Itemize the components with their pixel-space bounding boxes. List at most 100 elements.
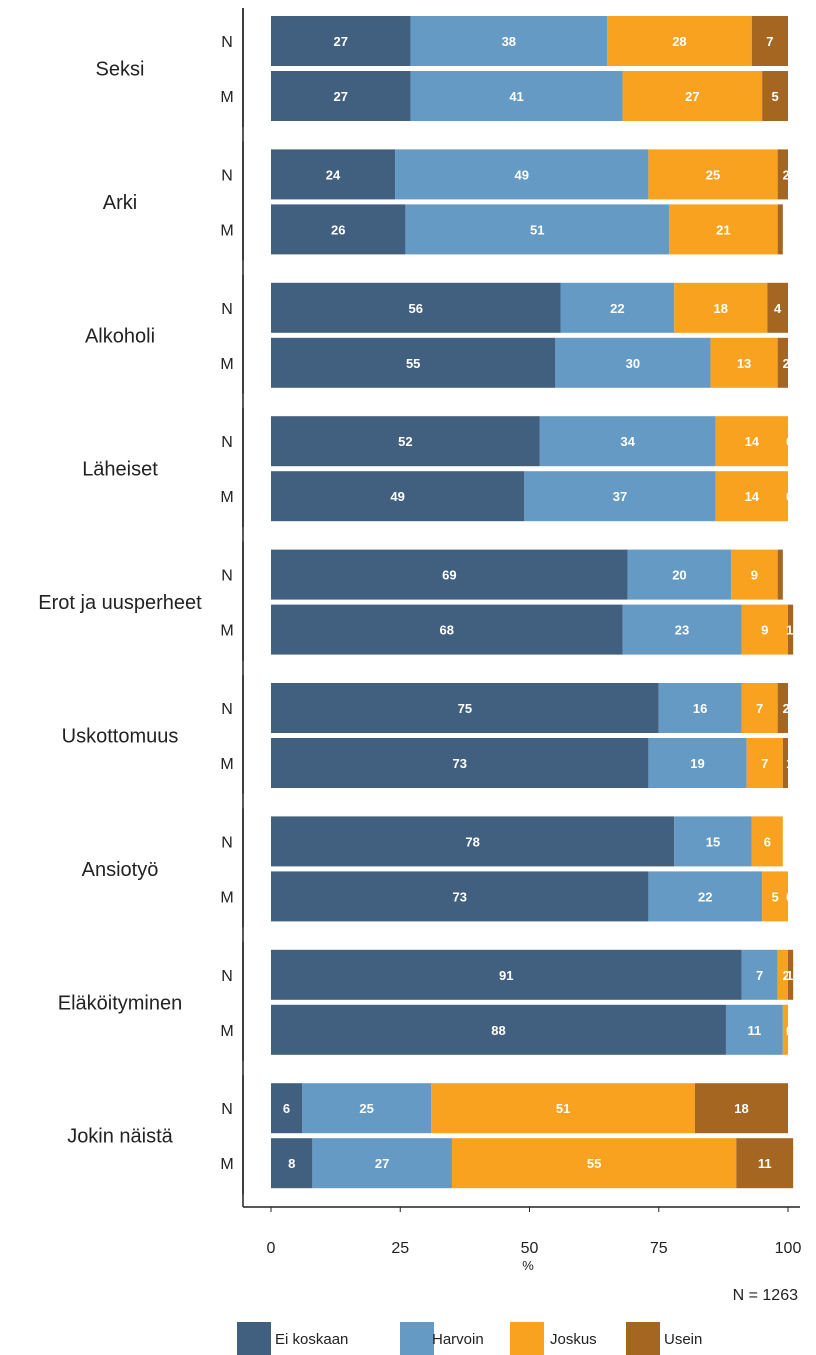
- data-label: 91: [499, 968, 513, 983]
- data-label: 27: [334, 89, 348, 104]
- bar-segment: [777, 549, 783, 600]
- category-label: Ansiotyö: [82, 859, 159, 881]
- x-tick-label: 75: [650, 1240, 668, 1257]
- group-label: M: [220, 1156, 233, 1173]
- data-label: 1: [786, 968, 793, 983]
- data-label: 7: [761, 756, 768, 771]
- data-label: 0: [786, 834, 793, 849]
- group-label: N: [221, 701, 233, 718]
- bars-layer: 27 38 28 727 41 27 524 49 25 226 51 21 156 22 18 455 30 1…: [271, 16, 794, 1189]
- bar-segment: [405, 204, 670, 255]
- bar-segment: [271, 604, 623, 655]
- data-label: 11: [758, 1156, 772, 1171]
- category-label: Erot ja uusperheet: [38, 592, 202, 614]
- bar-segment: [710, 337, 778, 388]
- group-label: M: [220, 756, 233, 773]
- bar-segment: [271, 337, 556, 388]
- data-label: 22: [610, 301, 624, 316]
- bar-segment: [674, 282, 768, 333]
- bar-segment: [271, 149, 396, 200]
- data-label: 1: [783, 222, 790, 237]
- category-label: Eläköityminen: [58, 992, 183, 1014]
- x-axis: 0 25 50 75 100: [242, 8, 801, 1257]
- bar-segment: [658, 683, 742, 733]
- data-label: 41: [509, 89, 523, 104]
- category-label: Alkoholi: [85, 325, 155, 347]
- x-axis-title: %: [522, 1258, 534, 1273]
- x-tick-label: 0: [267, 1240, 276, 1257]
- data-label: 78: [465, 834, 479, 849]
- data-label: 11: [748, 1023, 762, 1038]
- bar-segment: [674, 816, 752, 867]
- group-label: N: [221, 1101, 233, 1118]
- category-label: Läheiset: [82, 459, 158, 481]
- bar-segment: [715, 416, 788, 467]
- bar-segment: [607, 16, 752, 66]
- data-label: 73: [452, 889, 466, 904]
- bar-segment: [524, 471, 716, 522]
- bar-segment: [271, 471, 525, 522]
- bar-segment: [746, 738, 783, 788]
- data-label: 2: [783, 968, 790, 983]
- bar-segment: [648, 738, 747, 788]
- data-label: 6: [764, 834, 771, 849]
- bar-segment: [694, 1083, 788, 1134]
- data-label: 14: [745, 489, 760, 504]
- bar-segment: [271, 1138, 313, 1189]
- data-label: 69: [442, 568, 456, 583]
- data-label: 8: [288, 1156, 295, 1171]
- group-label: M: [220, 489, 233, 506]
- bar-segment: [731, 549, 778, 600]
- data-label: 25: [706, 167, 720, 182]
- data-label: 13: [737, 356, 751, 371]
- bar-segment: [622, 604, 742, 655]
- bar-segment: [271, 738, 649, 788]
- data-label: 28: [672, 34, 686, 49]
- data-label: 16: [693, 701, 707, 716]
- bar-segment: [271, 816, 675, 867]
- data-label: 1: [783, 568, 790, 583]
- data-label: 30: [626, 356, 640, 371]
- legend-label: Joskus: [550, 1331, 597, 1348]
- bar-segment: [751, 816, 783, 867]
- bar-segment: [271, 949, 742, 1000]
- bar-segment: [782, 1004, 788, 1055]
- data-label: 88: [491, 1023, 505, 1038]
- legend-label: Ei koskaan: [275, 1331, 348, 1348]
- bar-segment: [539, 416, 716, 467]
- legend-swatch: [626, 1322, 660, 1355]
- bar-segment: [767, 282, 788, 333]
- data-label: 15: [706, 834, 720, 849]
- bar-segment: [788, 949, 794, 1000]
- data-label: 5: [771, 889, 778, 904]
- sample-size-note: N = 1263: [733, 1287, 798, 1304]
- bar-segment: [648, 871, 763, 922]
- data-label: 49: [515, 167, 529, 182]
- bar-segment: [736, 1138, 794, 1189]
- bar-segment: [777, 149, 788, 200]
- category-label: Arki: [103, 192, 137, 214]
- group-label: M: [220, 356, 233, 373]
- bar-segment: [762, 871, 788, 922]
- data-label: 51: [556, 1101, 570, 1116]
- bar-segment: [560, 282, 675, 333]
- data-label: 7: [756, 701, 763, 716]
- data-label: 0: [786, 434, 793, 449]
- bar-segment: [669, 204, 778, 255]
- data-label: 5: [771, 89, 778, 104]
- data-label: 19: [690, 756, 704, 771]
- bar-segment: [410, 71, 623, 121]
- data-label: 27: [334, 34, 348, 49]
- bar-segment: [271, 871, 649, 922]
- bar-segment: [725, 1004, 783, 1055]
- bar-segment: [431, 1083, 695, 1134]
- data-label: 23: [675, 623, 689, 638]
- bar-segment: [648, 149, 778, 200]
- bar-segment: [622, 71, 763, 121]
- data-label: 0: [786, 1023, 793, 1038]
- group-label: N: [221, 34, 233, 51]
- data-label: 51: [530, 222, 544, 237]
- data-label: 2: [783, 701, 790, 716]
- bar-segment: [410, 16, 608, 66]
